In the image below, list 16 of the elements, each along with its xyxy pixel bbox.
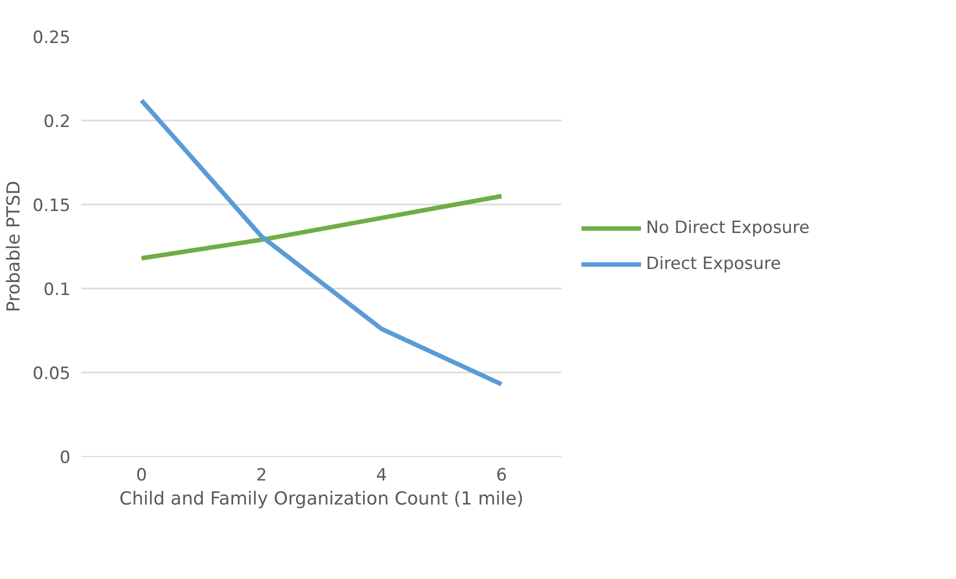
x-tick-label: 2 [256, 466, 267, 486]
x-tick-label: 6 [496, 466, 507, 486]
x-axis-title: Child and Family Organization Count (1 mile) [119, 488, 524, 510]
y-tick-label: 0.2 [43, 112, 71, 132]
x-tick-label: 4 [376, 466, 387, 486]
y-tick-label: 0.1 [43, 280, 71, 300]
legend-label: No Direct Exposure [646, 218, 810, 238]
line-series [139, 194, 504, 261]
line-series [139, 98, 504, 387]
legend-label: Direct Exposure [646, 254, 782, 274]
y-tick-label: 0.05 [32, 364, 71, 384]
y-tick-label: 0 [60, 448, 71, 468]
y-tick-label: 0.25 [32, 28, 71, 48]
y-axis-title: Probable PTSD [4, 180, 25, 312]
y-tick-label: 0.15 [32, 196, 71, 216]
x-tick-label: 0 [136, 466, 147, 486]
